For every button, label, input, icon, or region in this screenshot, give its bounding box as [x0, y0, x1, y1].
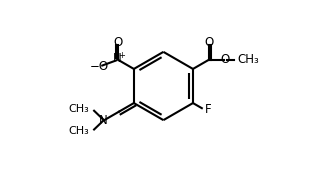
Text: O: O: [221, 53, 230, 66]
Text: N: N: [99, 114, 108, 127]
Text: F: F: [205, 103, 212, 116]
Text: O: O: [113, 36, 122, 49]
Text: N: N: [113, 52, 122, 65]
Text: +: +: [118, 51, 125, 60]
Text: CH₃: CH₃: [68, 126, 89, 136]
Text: CH₃: CH₃: [68, 104, 89, 114]
Text: O: O: [204, 36, 214, 49]
Text: CH₃: CH₃: [237, 53, 259, 66]
Text: −O: −O: [90, 60, 109, 73]
